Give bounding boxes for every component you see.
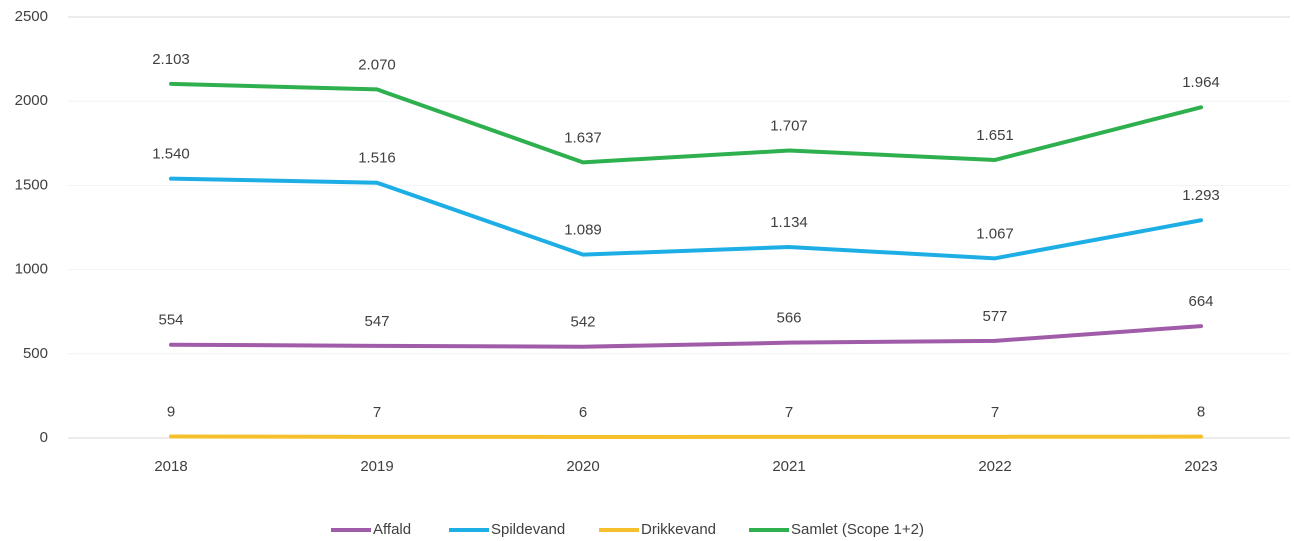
series-line [169, 81, 1203, 165]
y-tick-label: 0 [40, 429, 48, 446]
x-tick-label: 2020 [566, 458, 599, 475]
data-label: 1.964 [1182, 74, 1220, 91]
y-tick-label: 2500 [15, 8, 48, 25]
data-label: 1.637 [564, 129, 602, 146]
data-label: 1.707 [770, 118, 808, 135]
data-label: 6 [579, 404, 587, 421]
legend-label: Spildevand [491, 521, 565, 538]
data-label: 7 [785, 404, 793, 421]
data-label: 1.293 [1182, 187, 1220, 204]
data-label: 1.089 [564, 222, 602, 239]
y-tick-label: 1500 [15, 176, 48, 193]
data-label: 1.134 [770, 214, 808, 231]
data-label: 2.070 [358, 56, 396, 73]
data-label: 1.516 [358, 150, 396, 167]
data-label: 542 [570, 314, 595, 331]
x-tick-label: 2023 [1184, 458, 1217, 475]
data-label: 7 [991, 404, 999, 421]
data-label: 8 [1197, 404, 1205, 421]
y-tick-label: 1000 [15, 261, 48, 278]
data-label: 9 [167, 403, 175, 420]
data-label: 547 [364, 313, 389, 330]
series-line [169, 324, 1203, 349]
data-label: 1.067 [976, 225, 1014, 242]
data-label: 554 [158, 312, 183, 329]
data-label: 664 [1188, 293, 1213, 310]
data-label: 577 [982, 308, 1007, 325]
series-line [169, 176, 1203, 261]
x-tick-label: 2022 [978, 458, 1011, 475]
y-tick-label: 2000 [15, 92, 48, 109]
y-tick-label: 500 [23, 345, 48, 362]
data-label: 1.540 [152, 146, 190, 163]
x-tick-label: 2019 [360, 458, 393, 475]
data-label: 7 [373, 404, 381, 421]
x-tick-label: 2021 [772, 458, 805, 475]
data-label: 566 [776, 310, 801, 327]
legend-label: Affald [373, 521, 411, 538]
legend-label: Drikkevand [641, 521, 716, 538]
data-label: 1.651 [976, 127, 1014, 144]
legend-label: Samlet (Scope 1+2) [791, 521, 924, 538]
data-label: 2.103 [152, 51, 190, 68]
series-line [169, 434, 1203, 439]
x-tick-label: 2018 [154, 458, 187, 475]
